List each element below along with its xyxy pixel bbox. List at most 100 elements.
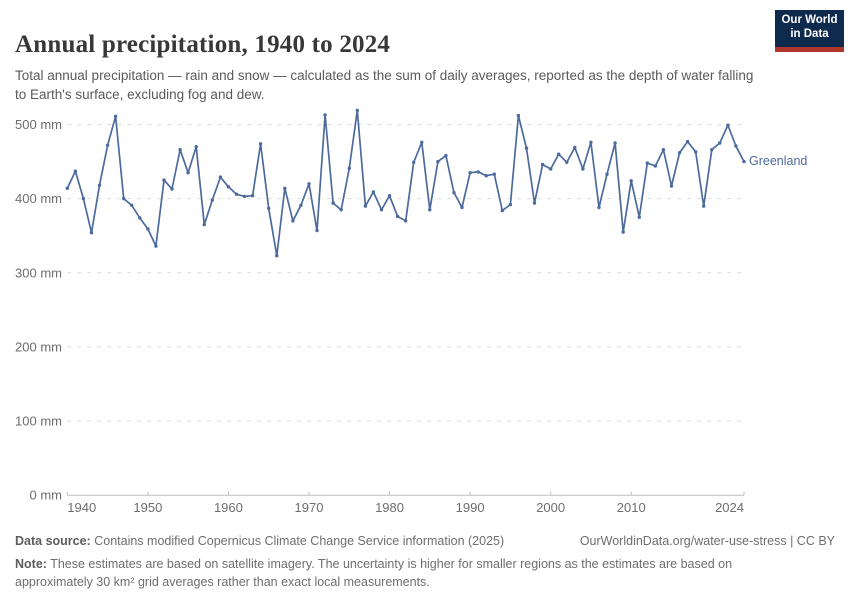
data-point[interactable]: [170, 187, 174, 191]
data-point[interactable]: [178, 148, 182, 152]
data-point[interactable]: [202, 222, 206, 227]
data-point[interactable]: [605, 172, 609, 176]
data-point[interactable]: [73, 169, 78, 173]
data-point[interactable]: [65, 186, 70, 190]
data-point[interactable]: [420, 140, 424, 144]
data-point[interactable]: [130, 203, 134, 207]
data-point[interactable]: [355, 108, 359, 113]
data-point[interactable]: [460, 205, 464, 210]
data-point[interactable]: [508, 202, 513, 207]
data-point[interactable]: [267, 206, 271, 210]
data-point[interactable]: [242, 194, 247, 199]
data-point[interactable]: [677, 151, 682, 155]
data-point[interactable]: [226, 185, 231, 189]
data-point[interactable]: [162, 178, 166, 182]
x-axis-label: 1970: [295, 500, 324, 515]
note-label: Note:: [15, 557, 47, 571]
data-point[interactable]: [379, 208, 384, 212]
data-point[interactable]: [210, 198, 214, 202]
data-point[interactable]: [347, 166, 351, 170]
y-axis-label: 0 mm: [30, 488, 63, 503]
series-label-greenland[interactable]: Greenland: [749, 154, 808, 168]
data-point[interactable]: [299, 203, 303, 207]
x-axis-label: 1940: [67, 500, 96, 515]
data-point[interactable]: [516, 113, 521, 118]
data-point[interactable]: [500, 208, 504, 213]
data-point[interactable]: [315, 228, 319, 233]
data-point[interactable]: [218, 175, 223, 179]
data-point[interactable]: [291, 219, 295, 223]
data-point[interactable]: [532, 201, 537, 205]
data-point[interactable]: [97, 183, 102, 187]
data-point[interactable]: [492, 172, 496, 176]
data-point[interactable]: [428, 208, 432, 212]
data-point[interactable]: [371, 190, 376, 194]
data-point[interactable]: [484, 174, 488, 178]
data-point[interactable]: [363, 204, 368, 208]
data-point[interactable]: [194, 145, 198, 149]
data-point[interactable]: [645, 161, 649, 165]
note-text: These estimates are based on satellite i…: [15, 557, 733, 589]
data-point[interactable]: [742, 159, 746, 164]
data-point[interactable]: [540, 162, 545, 167]
trend-line[interactable]: [66, 109, 745, 257]
data-point[interactable]: [234, 192, 239, 196]
owid-cc-by-link[interactable]: OurWorldinData.org/water-use-stress | CC…: [579, 534, 835, 548]
y-axis-label: 400 mm: [15, 191, 62, 206]
data-point[interactable]: [395, 214, 400, 219]
data-point[interactable]: [307, 182, 311, 186]
data-point[interactable]: [412, 160, 416, 164]
data-point[interactable]: [436, 159, 440, 164]
data-point[interactable]: [565, 160, 569, 164]
data-point[interactable]: [113, 114, 118, 118]
data-point[interactable]: [573, 145, 577, 150]
data-point[interactable]: [250, 194, 255, 198]
data-point[interactable]: [613, 141, 617, 145]
data-point[interactable]: [685, 139, 690, 144]
chart-subtitle: Total annual precipitation — rain and sn…: [15, 67, 754, 102]
owid-logo[interactable]: Our World in Data: [775, 10, 844, 52]
data-point[interactable]: [581, 167, 585, 171]
data-point[interactable]: [154, 244, 158, 248]
data-point[interactable]: [258, 142, 263, 146]
x-axis-label: 2000: [536, 500, 565, 515]
data-point[interactable]: [105, 143, 110, 147]
data-point[interactable]: [331, 201, 335, 205]
data-point[interactable]: [710, 148, 714, 152]
data-point[interactable]: [476, 170, 480, 174]
data-point[interactable]: [637, 215, 641, 219]
data-point[interactable]: [138, 216, 142, 220]
data-point[interactable]: [468, 171, 472, 175]
data-point[interactable]: [186, 171, 190, 175]
data-point[interactable]: [452, 191, 456, 195]
data-point[interactable]: [661, 148, 666, 152]
data-point[interactable]: [549, 167, 553, 171]
data-point[interactable]: [387, 194, 392, 198]
data-point[interactable]: [122, 196, 126, 201]
data-point[interactable]: [669, 184, 674, 188]
data-point[interactable]: [597, 205, 601, 210]
data-point[interactable]: [621, 230, 625, 234]
data-point[interactable]: [81, 196, 86, 201]
precipitation-line-chart[interactable]: 0 mm 100 mm 200 mm 300 mm 400 mm 500 mm 1940 19…: [0, 95, 850, 525]
data-point[interactable]: [694, 150, 698, 154]
data-point[interactable]: [718, 141, 722, 145]
data-point[interactable]: [323, 113, 327, 117]
data-point[interactable]: [404, 219, 408, 223]
data-point[interactable]: [629, 179, 633, 183]
data-point[interactable]: [444, 153, 448, 158]
data-point[interactable]: [653, 164, 658, 168]
data-point[interactable]: [89, 231, 94, 235]
x-axis-label: 1990: [456, 500, 485, 515]
data-point[interactable]: [275, 254, 279, 258]
data-point[interactable]: [726, 123, 730, 127]
data-point[interactable]: [702, 204, 706, 208]
data-point[interactable]: [557, 152, 561, 156]
data-point[interactable]: [283, 186, 287, 190]
data-point[interactable]: [524, 146, 529, 150]
data-point[interactable]: [339, 208, 343, 212]
data-point[interactable]: [146, 227, 150, 231]
data-point[interactable]: [589, 140, 593, 144]
data-point[interactable]: [734, 144, 738, 148]
